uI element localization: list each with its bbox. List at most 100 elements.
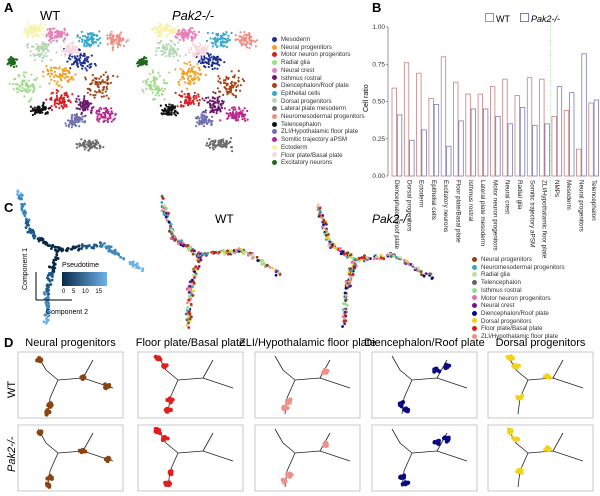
tsne-point <box>26 87 29 90</box>
legend-swatch <box>272 90 277 96</box>
tsne-point <box>230 150 234 153</box>
tsne-point <box>182 39 185 42</box>
tsne-point <box>92 145 95 148</box>
tsne-point <box>160 29 163 32</box>
tsne-point <box>201 54 204 57</box>
cell-point-pak2 <box>316 203 320 207</box>
panel-d-column-title: Floor plate/Basal plate <box>135 337 246 349</box>
tsne-point <box>222 100 225 103</box>
cell-point-wt <box>170 228 174 231</box>
cell-point-pak2 <box>333 243 337 247</box>
x-tick-label: Neural crest <box>504 180 511 214</box>
tsne-point <box>200 119 203 122</box>
tsne-point <box>50 92 53 95</box>
tsne-point <box>223 61 226 64</box>
tsne-point <box>183 62 186 65</box>
tsne-point <box>169 39 172 42</box>
legend-swatch <box>272 75 277 81</box>
tsne-point <box>204 44 207 47</box>
tsne-point <box>188 28 191 32</box>
tsne-point <box>216 34 219 37</box>
tsne-point <box>95 83 99 86</box>
cell-point-pak2 <box>342 252 346 256</box>
tsne-point <box>98 30 101 33</box>
tsne-point <box>234 82 237 85</box>
tsne-point <box>83 54 86 57</box>
tsne-point <box>196 121 199 124</box>
tsne-point <box>248 31 251 35</box>
tsne-point <box>95 34 99 37</box>
tsne-point <box>32 89 36 92</box>
tsne-point <box>157 31 161 35</box>
tsne-point <box>246 118 249 121</box>
cell-point-pak2 <box>389 252 392 256</box>
trajectory-point <box>446 435 451 440</box>
tsne-point <box>193 97 196 100</box>
pseudotime-point <box>47 288 50 292</box>
tsne-point <box>199 50 203 53</box>
tsne-point <box>207 65 210 69</box>
tsne-point <box>218 95 221 98</box>
tsne-point <box>12 88 15 91</box>
tsne-point <box>212 148 215 151</box>
tsne-point <box>212 103 215 106</box>
pseudotime-point <box>81 244 85 248</box>
cell-point-pak2 <box>358 256 362 260</box>
pseudotime-point <box>54 257 58 261</box>
tsne-point <box>171 107 175 111</box>
tsne-point <box>65 91 68 94</box>
tsne-point <box>203 99 206 102</box>
tsne-point <box>237 106 241 109</box>
tsne-point <box>203 48 206 51</box>
tsne-point <box>108 115 112 118</box>
tsne-point <box>179 105 183 108</box>
tsne-point <box>163 29 166 32</box>
tsne-point <box>26 46 29 49</box>
tsne-point <box>161 33 164 36</box>
tsne-point <box>236 84 240 87</box>
pseudotime-point <box>72 245 76 249</box>
trajectory-line <box>157 428 234 488</box>
cell-point-pak2 <box>365 255 369 259</box>
cell-point-pak2 <box>321 225 324 229</box>
bar-pak2 <box>581 53 587 177</box>
axis-component-1: Component 1 <box>22 247 29 290</box>
legend-label: Telencephalon <box>281 120 321 128</box>
tsne-point <box>62 96 66 99</box>
tsne-point <box>42 48 45 52</box>
tsne-point <box>209 104 212 108</box>
trajectory-point <box>403 408 408 413</box>
tsne-point <box>53 36 56 39</box>
tsne-point <box>207 96 210 99</box>
tsne-point <box>216 59 219 62</box>
tsne-point <box>49 69 52 72</box>
tsne-point <box>67 80 70 83</box>
legend-item: Neural progenitors <box>472 256 565 264</box>
cell-point-wt <box>250 251 254 255</box>
legend-item: Diencephalon/Roof plate <box>272 82 365 90</box>
tsne-point <box>43 24 46 27</box>
tsne-point <box>67 125 70 128</box>
tsne-point <box>90 106 93 110</box>
tsne-point <box>165 82 169 85</box>
pseudotime-point <box>131 265 135 268</box>
legend-swatch <box>472 287 477 293</box>
bar-pak2 <box>569 92 575 177</box>
trajectory-point <box>165 436 170 441</box>
cell-point-wt <box>230 251 234 254</box>
tsne-point <box>157 94 161 97</box>
tsne-point <box>181 29 184 32</box>
tsne-point <box>89 82 92 86</box>
tsne-point <box>66 96 69 99</box>
tsne-point <box>169 108 173 111</box>
tsne-point <box>174 114 178 117</box>
cell-point-wt <box>186 243 190 247</box>
cell-point-wt <box>192 274 195 277</box>
tsne-point <box>67 49 70 52</box>
x-tick-label: Diencephalon/Roof plate <box>393 180 400 249</box>
tsne-point <box>93 62 96 65</box>
tsne-point <box>169 53 172 56</box>
tsne-point <box>69 101 72 104</box>
tsne-point <box>83 52 86 55</box>
tsne-point <box>241 109 244 112</box>
